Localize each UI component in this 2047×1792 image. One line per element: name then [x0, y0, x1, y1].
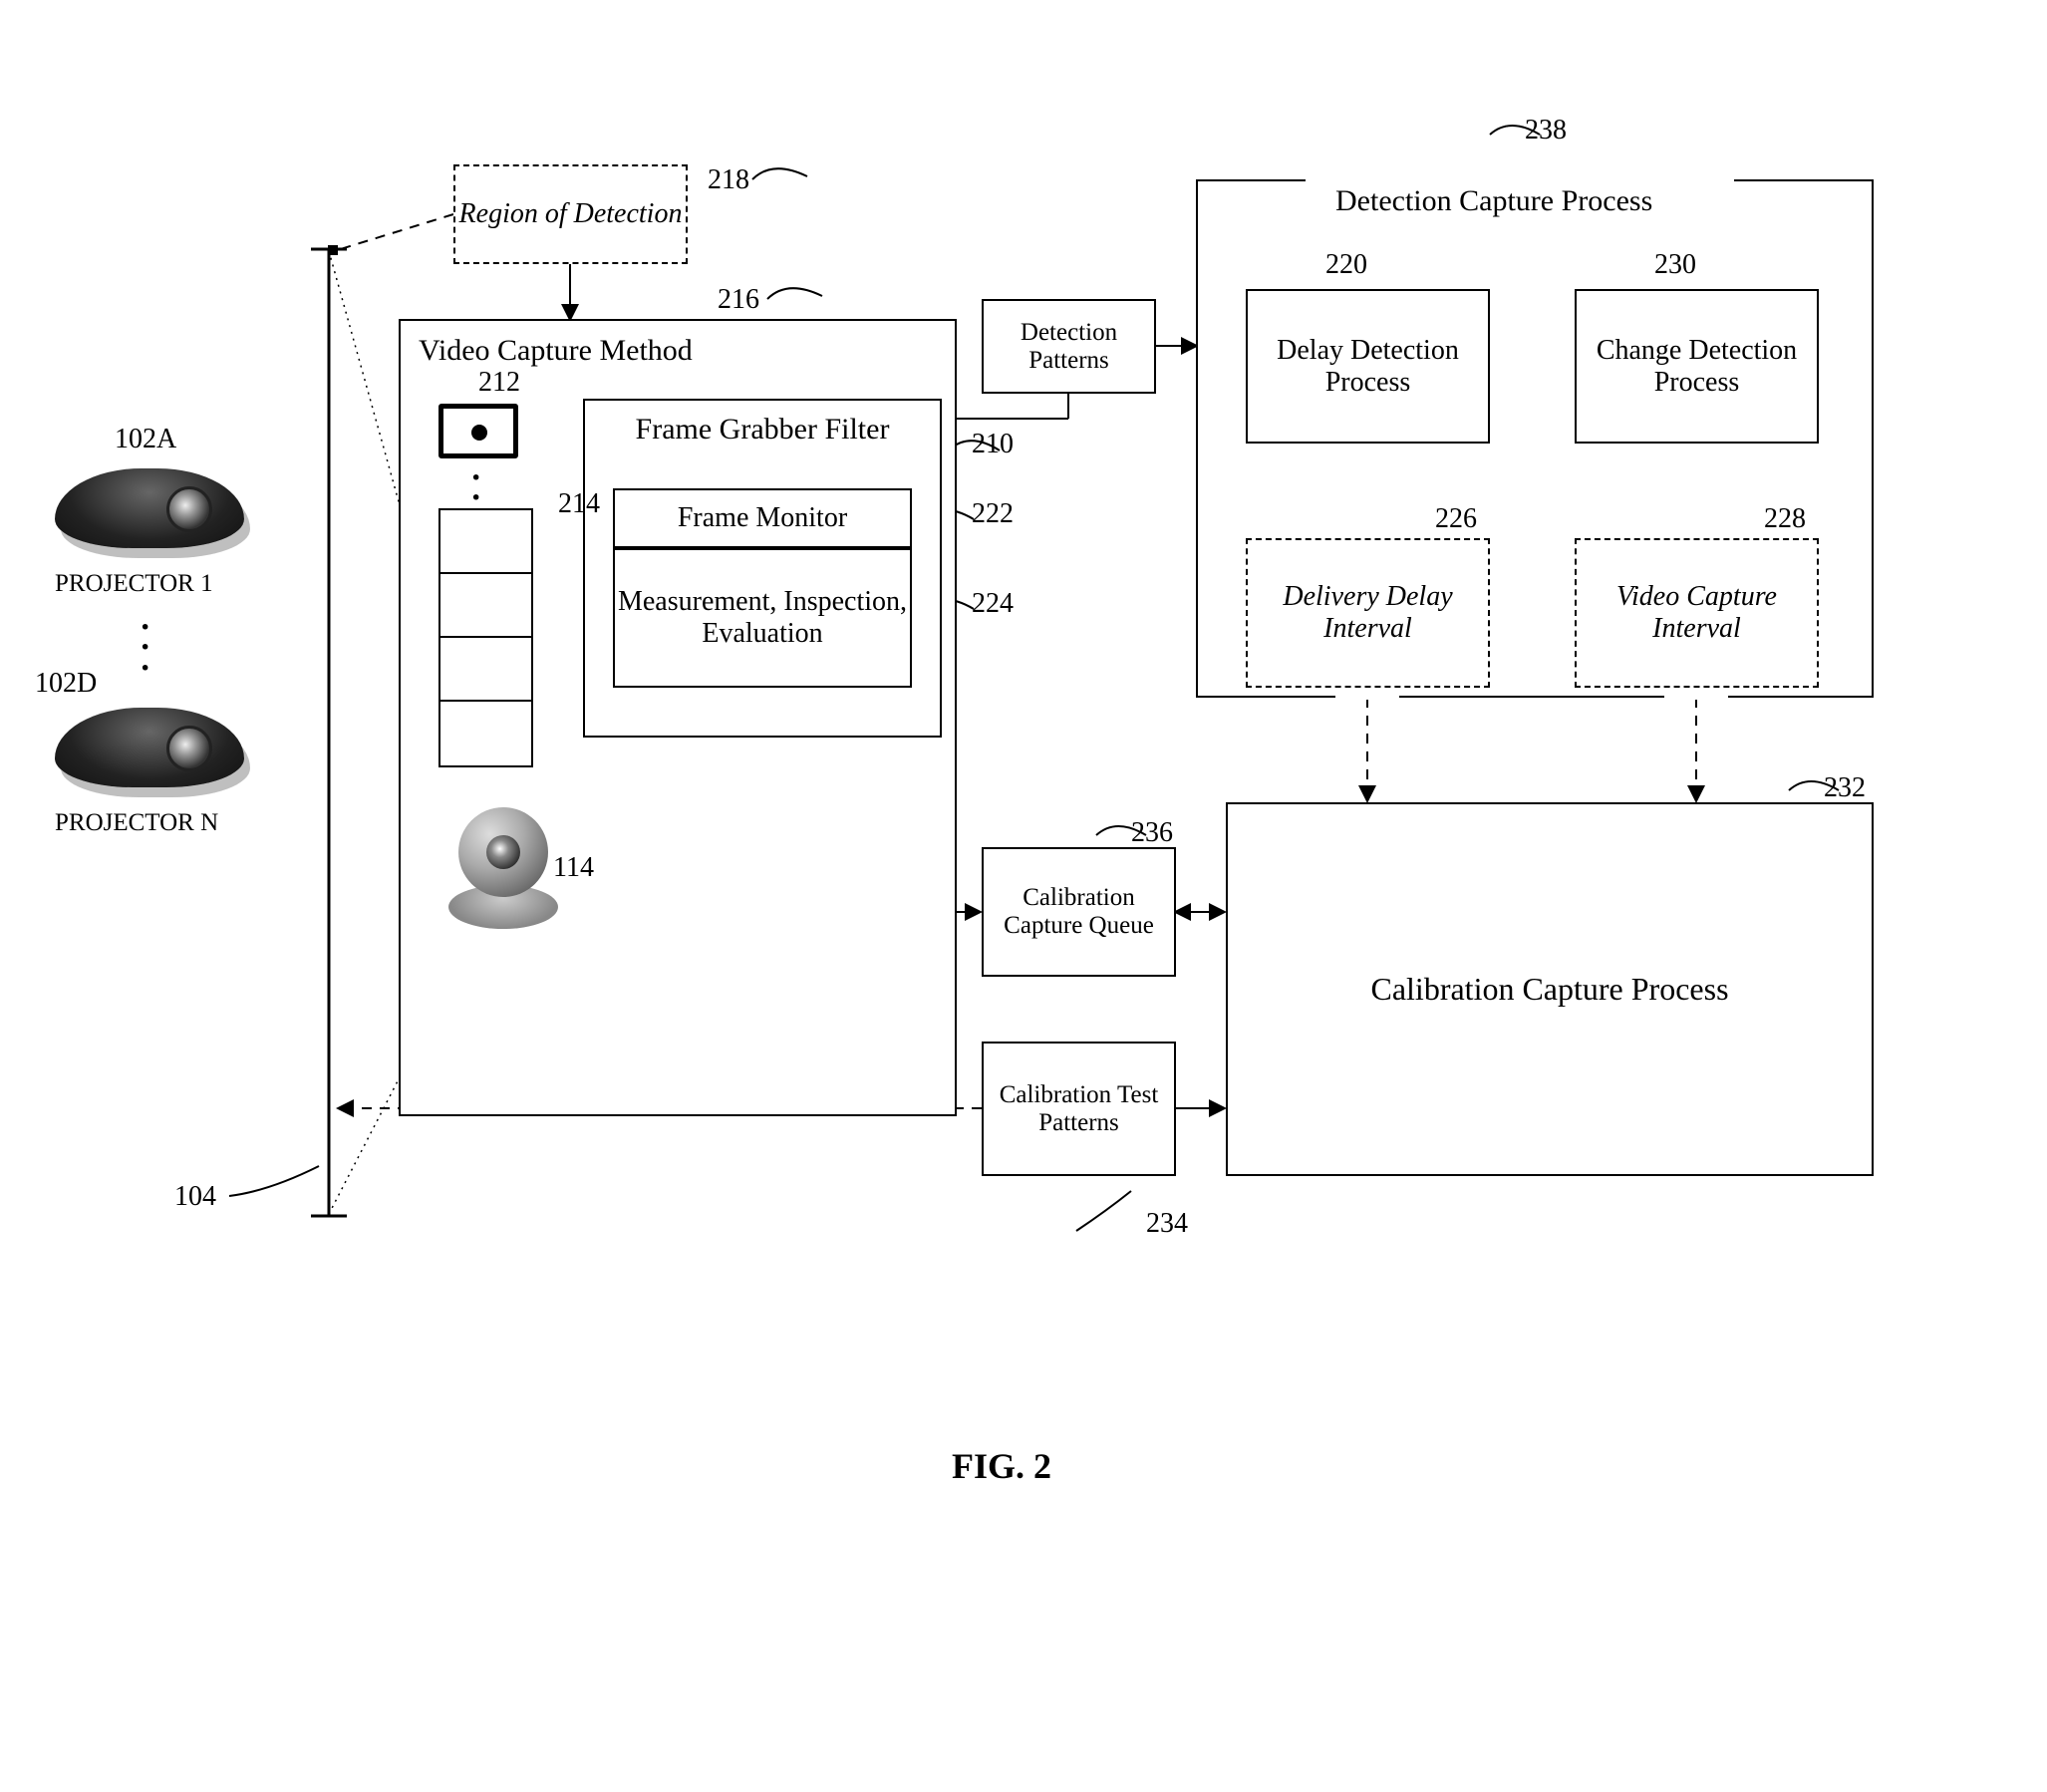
delay-detection-process-text: Delay Detection Process — [1248, 335, 1488, 399]
delivery-delay-interval-box: Delivery Delay Interval — [1246, 538, 1490, 688]
calibration-capture-process-box: Calibration Capture Process — [1226, 802, 1874, 1176]
video-capture-method-title: Video Capture Method — [419, 334, 693, 368]
ref-232: 232 — [1824, 772, 1866, 804]
ref-212: 212 — [478, 367, 520, 399]
measure-inspect-eval-text: Measurement, Inspection, Evaluation — [615, 586, 910, 650]
diagram-canvas: PROJECTOR 1 ··· PROJECTOR N Region of De… — [0, 0, 2047, 1792]
detection-capture-top-gap — [1306, 177, 1734, 183]
frame-monitor-text: Frame Monitor — [678, 502, 847, 534]
ref-216: 216 — [718, 284, 759, 316]
region-of-detection-text: Region of Detection — [459, 198, 683, 230]
camera-ellipsis: ·· — [470, 468, 481, 509]
ref-230: 230 — [1654, 249, 1696, 281]
calibration-test-patterns-text: Calibration Test Patterns — [984, 1081, 1174, 1137]
ref-210: 210 — [972, 429, 1014, 460]
gap-dd — [1335, 694, 1399, 700]
ref-236: 236 — [1131, 817, 1173, 849]
frame-grabber-filter-title: Frame Grabber Filter — [636, 413, 890, 447]
change-detection-process-box: Change Detection Process — [1575, 289, 1819, 444]
ref-234: 234 — [1146, 1208, 1188, 1240]
delivery-delay-interval-text: Delivery Delay Interval — [1248, 581, 1488, 645]
region-of-detection-box: Region of Detection — [453, 164, 688, 264]
projector-n-label: PROJECTOR N — [55, 809, 218, 837]
calibration-capture-queue-box: Calibration Capture Queue — [982, 847, 1176, 977]
filmstrip-icon — [439, 508, 533, 767]
ref-218: 218 — [708, 164, 749, 196]
detection-patterns-text: Detection Patterns — [984, 319, 1154, 375]
ref-238: 238 — [1525, 115, 1567, 147]
detection-capture-process-title: Detection Capture Process — [1335, 184, 1652, 218]
ref-104: 104 — [174, 1181, 216, 1213]
ref-102a: 102A — [115, 424, 176, 455]
ref-102d: 102D — [35, 668, 97, 700]
video-capture-interval-text: Video Capture Interval — [1577, 581, 1817, 645]
ref-224: 224 — [972, 588, 1014, 620]
calibration-capture-queue-text: Calibration Capture Queue — [984, 884, 1174, 940]
figure-caption: FIG. 2 — [952, 1445, 1051, 1487]
gap-vc — [1664, 694, 1728, 700]
ref-226: 226 — [1435, 503, 1477, 535]
ref-222: 222 — [972, 498, 1014, 530]
ref-214: 214 — [558, 488, 600, 520]
delay-detection-process-box: Delay Detection Process — [1246, 289, 1490, 444]
frame-monitor-box: Frame Monitor — [613, 488, 912, 548]
projector-1-graphic — [55, 458, 244, 548]
measure-inspect-eval-box: Measurement, Inspection, Evaluation — [613, 548, 912, 688]
projector-n-graphic — [55, 698, 244, 787]
camera-icon — [439, 404, 518, 458]
calibration-test-patterns-box: Calibration Test Patterns — [982, 1042, 1176, 1176]
ref-220: 220 — [1325, 249, 1367, 281]
ref-228: 228 — [1764, 503, 1806, 535]
video-capture-interval-box: Video Capture Interval — [1575, 538, 1819, 688]
ref-114: 114 — [553, 852, 594, 884]
projector-1-label: PROJECTOR 1 — [55, 570, 213, 598]
webcam-graphic — [448, 807, 558, 937]
projector-ellipsis: ··· — [140, 618, 150, 679]
detection-patterns-box: Detection Patterns — [982, 299, 1156, 394]
change-detection-process-text: Change Detection Process — [1577, 335, 1817, 399]
calibration-capture-process-text: Calibration Capture Process — [1370, 971, 1728, 1008]
